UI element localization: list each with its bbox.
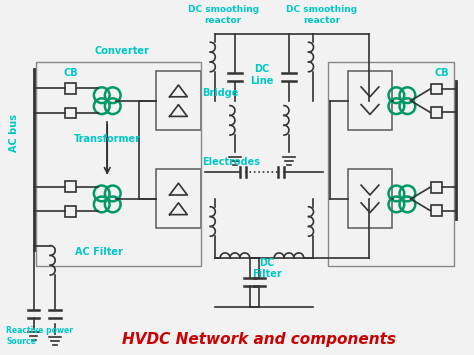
Text: Transformer: Transformer [74,135,141,144]
Text: DC
Line: DC Line [250,64,273,86]
Text: Bridge: Bridge [202,88,239,98]
Bar [431,182,442,192]
Bar [36,62,201,266]
Text: CB: CB [64,68,78,78]
Bar [65,206,76,217]
Bar [65,83,76,94]
Text: Reactive power
Source: Reactive power Source [6,326,73,346]
Bar [65,181,76,192]
Text: DC
Filter: DC Filter [252,258,282,279]
Text: HVDC Network and components: HVDC Network and components [122,332,396,347]
Bar [431,107,442,118]
Bar [348,169,392,228]
Text: AC Filter: AC Filter [75,247,123,257]
Bar [348,71,392,130]
Text: CB: CB [435,68,449,78]
Bar [156,169,201,228]
Text: AC bus: AC bus [9,114,19,152]
Bar [431,83,442,94]
Text: DC smoothing
reactor: DC smoothing reactor [286,5,357,24]
Bar [156,71,201,130]
Bar [65,108,76,118]
Text: Converter: Converter [94,46,149,56]
Text: DC smoothing
reactor: DC smoothing reactor [188,5,259,24]
Bar [328,62,454,266]
Text: Electrodes: Electrodes [202,157,261,167]
Bar [431,205,442,216]
